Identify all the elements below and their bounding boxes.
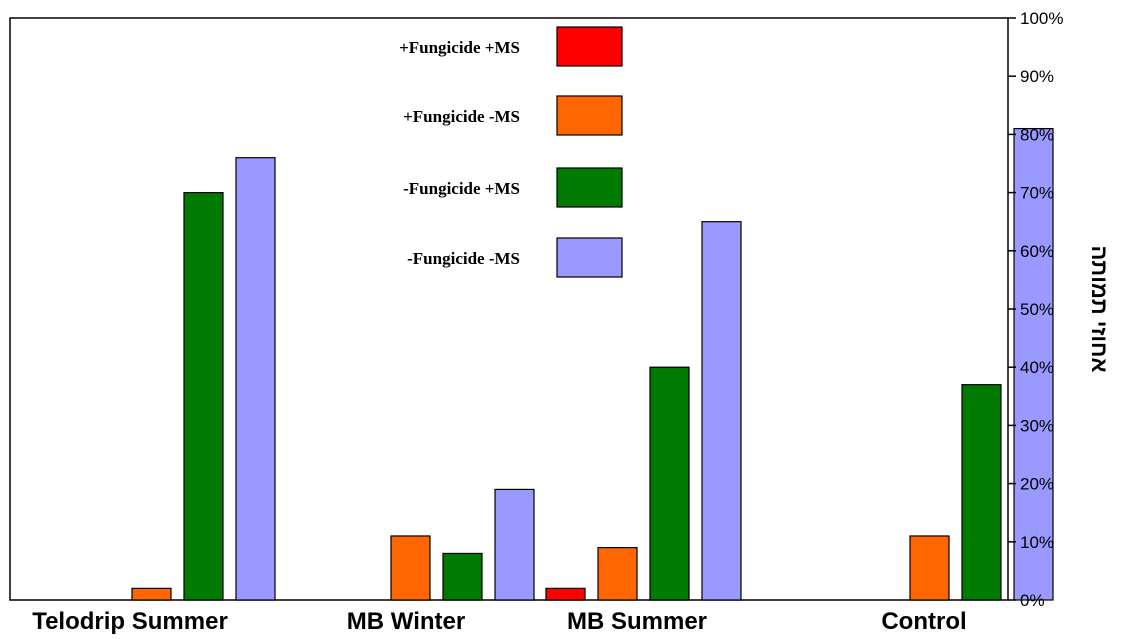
bar — [597, 547, 638, 601]
y-tick-label: 30% — [1020, 416, 1054, 435]
y-tick-label: 60% — [1020, 242, 1054, 261]
legend-swatch — [556, 26, 623, 67]
y-tick-label: 40% — [1020, 358, 1054, 377]
y-tick-label: 90% — [1020, 67, 1054, 86]
legend-swatch — [556, 237, 623, 278]
bar — [183, 192, 224, 601]
bars-layer — [131, 127, 1054, 601]
bar — [961, 384, 1002, 601]
bar — [235, 157, 276, 601]
y-tick-label: 80% — [1020, 125, 1054, 144]
bar — [494, 488, 535, 601]
bar — [442, 552, 483, 601]
legend-label: +Fungicide -MS — [403, 107, 520, 126]
x-axis-labels: Telodrip Summer MB Winter MB Summer Control — [32, 608, 966, 635]
y-tick-label: 50% — [1020, 300, 1054, 319]
legend-swatch — [556, 167, 623, 208]
x-category-label: MB Summer — [567, 608, 707, 635]
bar — [909, 535, 950, 601]
y-axis: 0% 10% 20% 30% 40% 50% 60% 70% 80% 90% 100% — [1008, 9, 1063, 610]
legend-label: -Fungicide -MS — [407, 249, 520, 268]
bar — [701, 221, 742, 601]
bar — [390, 535, 431, 601]
bar — [545, 587, 586, 601]
y-axis-label: אחוזי תמותה — [1087, 246, 1112, 373]
y-tick-label: 0% — [1020, 591, 1045, 610]
x-category-label: MB Winter — [347, 608, 465, 635]
legend-swatch — [556, 95, 623, 136]
legend: +Fungicide +MS +Fungicide -MS -Fungicide +… — [399, 26, 623, 278]
y-tick-label: 100% — [1020, 9, 1063, 28]
y-tick-label: 20% — [1020, 475, 1054, 494]
bar — [649, 366, 690, 601]
bar — [1013, 127, 1054, 601]
y-tick-label: 70% — [1020, 184, 1054, 203]
x-category-label: Control — [881, 608, 966, 635]
bar — [131, 587, 172, 601]
y-tick-label: 10% — [1020, 533, 1054, 552]
legend-label: +Fungicide +MS — [399, 38, 520, 57]
legend-label: -Fungicide +MS — [403, 179, 520, 198]
x-category-label: Telodrip Summer — [32, 608, 228, 635]
